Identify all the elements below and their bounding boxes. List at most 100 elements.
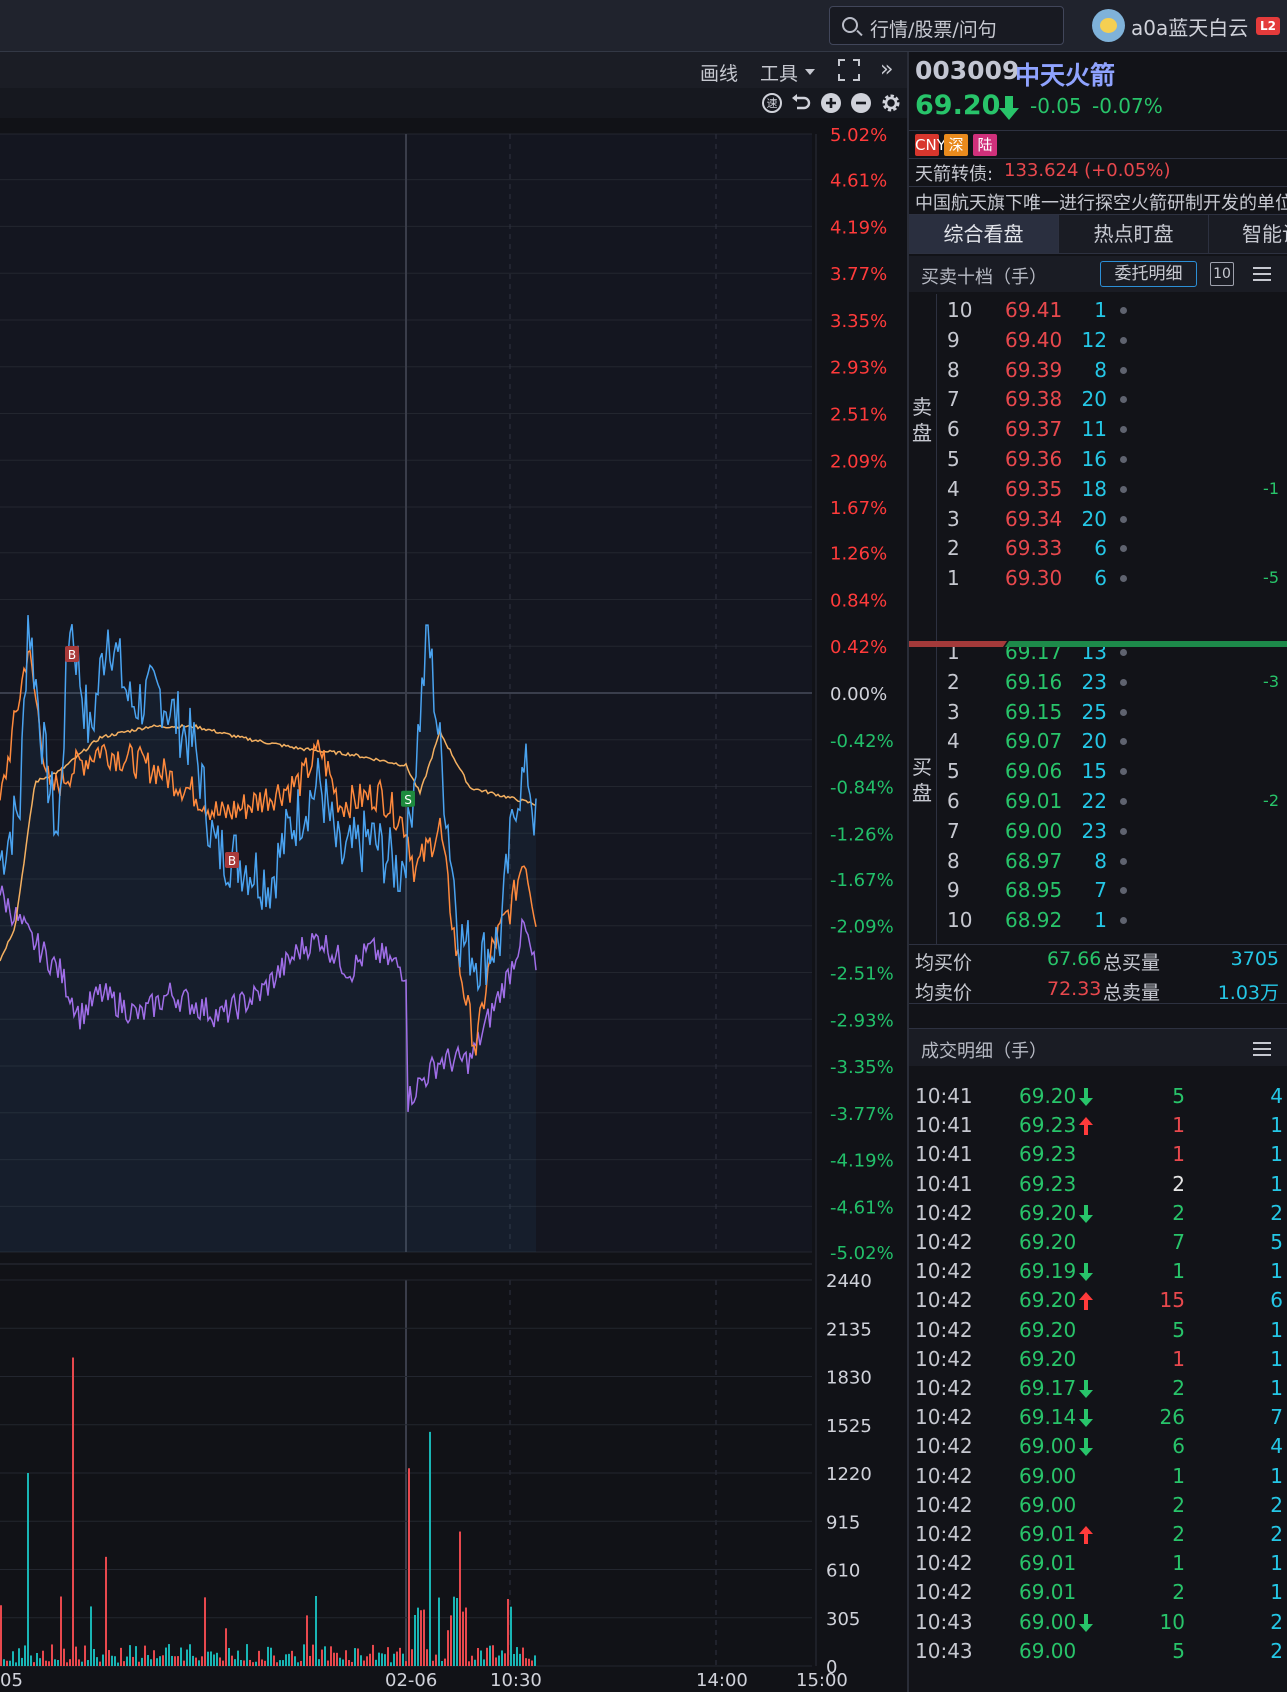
level-price[interactable]: 69.38 (1005, 387, 1063, 412)
level-price[interactable]: 69.40 (1005, 327, 1063, 352)
gear-icon[interactable] (880, 92, 902, 114)
asks-level-row[interactable]: 4 69.35 18 -1 (939, 474, 1287, 504)
bids-level-row[interactable]: 6 69.01 22 -2 (939, 786, 1287, 816)
tab-smart-diagnosis[interactable]: 智能诊 (1209, 215, 1287, 253)
volume-bar (354, 1648, 356, 1666)
bids-level-row[interactable]: 8 68.97 8 (939, 846, 1287, 876)
fullscreen-icon[interactable] (837, 58, 861, 82)
volume-bar (348, 1660, 350, 1666)
trade-row[interactable]: 10:42 69.01 1 1 (909, 1549, 1287, 1580)
depth-level-button[interactable]: 10 (1210, 262, 1234, 286)
intraday-chart[interactable]: 5.02% 4.61% 4.19% 3.77% 3.35% 2.93% 2.51% 2.09%… (0, 118, 907, 1692)
asks-level-row[interactable]: 10 69.41 1 (939, 295, 1287, 325)
bids-level-row[interactable]: 9 68.95 7 (939, 875, 1287, 905)
stock-name[interactable]: 中天火箭 (1015, 61, 1116, 90)
bids-level-row[interactable]: 2 69.16 23 -3 (939, 667, 1287, 697)
asks-level-row[interactable]: 1 69.30 6 -5 (939, 563, 1287, 593)
trade-time: 10:41 (915, 1113, 973, 1138)
avatar[interactable] (1092, 9, 1125, 42)
trade-row[interactable]: 10:43 69.00 5 2 (909, 1637, 1287, 1668)
tools-menu-button[interactable]: 工具 (760, 63, 799, 85)
trade-row[interactable]: 10:42 69.00 2 2 (909, 1491, 1287, 1522)
zoom-out-icon[interactable] (850, 92, 872, 114)
username[interactable]: a0a蓝天白云 (1131, 16, 1249, 40)
chevron-down-icon[interactable] (805, 69, 815, 75)
trade-row[interactable]: 10:42 69.20 5 1 (909, 1316, 1287, 1347)
asks-level-row[interactable]: 5 69.36 16 (939, 444, 1287, 474)
draw-line-button[interactable]: 画线 (700, 63, 739, 85)
menu-icon[interactable] (1253, 266, 1271, 282)
trade-row[interactable]: 10:42 69.19 1 1 (909, 1257, 1287, 1288)
level-price[interactable]: 69.36 (1005, 447, 1063, 471)
last-price: 69.20 (915, 90, 1001, 121)
trade-row[interactable]: 10:42 69.17 2 1 (909, 1374, 1287, 1405)
trade-row[interactable]: 10:42 69.00 1 1 (909, 1462, 1287, 1493)
speed-icon[interactable]: 速 (761, 92, 783, 114)
level-price[interactable]: 69.00 (1005, 818, 1063, 843)
trade-row[interactable]: 10:42 69.01 2 2 (909, 1520, 1287, 1551)
bids-level-row[interactable]: 4 69.07 20 (939, 726, 1287, 756)
level-price[interactable]: 69.37 (1005, 417, 1063, 442)
level-price[interactable]: 69.16 (1005, 669, 1063, 694)
trade-row[interactable]: 10:41 69.23 1 1 (909, 1111, 1287, 1142)
zoom-in-icon[interactable] (820, 92, 842, 114)
volume-bar (462, 1611, 464, 1666)
collapse-panel-icon[interactable]: » (880, 57, 894, 82)
trade-row[interactable]: 10:42 69.01 2 1 (909, 1578, 1287, 1609)
volume-bar (156, 1658, 158, 1666)
avg-buy-price: 67.66 (1047, 948, 1102, 970)
volume-bar (474, 1659, 476, 1666)
level-price[interactable]: 69.33 (1005, 536, 1063, 561)
trade-row[interactable]: 10:41 69.23 1 1 (909, 1140, 1287, 1171)
level-price[interactable]: 69.07 (1005, 729, 1063, 754)
asks-level-row[interactable]: 3 69.34 20 (939, 504, 1287, 534)
trade-row[interactable]: 10:42 69.20 7 5 (909, 1228, 1287, 1259)
bids-level-row[interactable]: 10 68.92 1 (939, 905, 1287, 935)
asks-level-row[interactable]: 9 69.40 12 (939, 325, 1287, 355)
level-price[interactable]: 68.95 (1005, 878, 1063, 903)
trade-row[interactable]: 10:42 69.20 1 1 (909, 1345, 1287, 1376)
asks-level-row[interactable]: 7 69.38 20 (939, 384, 1287, 414)
bids-level-row[interactable]: 7 69.00 23 (939, 816, 1287, 846)
trade-row[interactable]: 10:42 69.20 15 6 (909, 1286, 1287, 1317)
level-price[interactable]: 69.41 (1005, 298, 1063, 322)
undo-icon[interactable] (790, 92, 812, 114)
tag-stock-connect[interactable]: 陆 (973, 134, 997, 156)
tab-hotspot[interactable]: 热点盯盘 (1059, 215, 1209, 253)
asks-level-row[interactable]: 2 69.33 6 (939, 533, 1287, 563)
level-price[interactable]: 69.06 (1005, 759, 1063, 784)
asks-level-row[interactable]: 6 69.37 11 (939, 414, 1287, 444)
level-price[interactable]: 69.35 (1005, 476, 1063, 501)
trade-row[interactable]: 10:42 69.00 6 4 (909, 1432, 1287, 1463)
bond-value[interactable]: 133.624 (+0.05%) (1004, 160, 1171, 181)
tag-cny[interactable]: CNY (915, 134, 946, 156)
trade-row[interactable]: 10:42 69.14 26 7 (909, 1403, 1287, 1434)
level-price[interactable]: 68.92 (1005, 908, 1063, 933)
level-price[interactable]: 69.34 (1005, 506, 1063, 531)
volume-bar (81, 1661, 83, 1666)
trade-count: 1 (1270, 1551, 1283, 1576)
menu-icon[interactable] (1253, 1041, 1271, 1057)
trade-row[interactable]: 10:42 69.20 2 2 (909, 1199, 1287, 1230)
arrow-up-icon (1079, 1117, 1093, 1136)
level-price[interactable]: 69.39 (1005, 357, 1063, 382)
arrow-down-icon (1079, 1204, 1093, 1223)
asks-level-row[interactable]: 8 69.39 8 (939, 355, 1287, 385)
trade-row[interactable]: 10:41 69.23 2 1 (909, 1170, 1287, 1201)
level-price[interactable]: 69.30 (1005, 566, 1063, 591)
level-price[interactable]: 69.15 (1005, 699, 1063, 724)
trade-row[interactable]: 10:41 69.20 5 4 (909, 1082, 1287, 1113)
bids-level-row[interactable]: 5 69.06 15 (939, 756, 1287, 786)
trade-row[interactable]: 10:43 69.00 10 2 (909, 1608, 1287, 1639)
bids-level-row[interactable]: 3 69.15 25 (939, 697, 1287, 727)
search-input[interactable]: 行情/股票/问句 (870, 19, 997, 41)
order-detail-button[interactable]: 委托明细 (1100, 261, 1197, 287)
price-axis-label: 3.35% (830, 311, 887, 332)
level-price[interactable]: 69.01 (1005, 789, 1063, 813)
panel-divider[interactable] (907, 52, 909, 1692)
tab-overview[interactable]: 综合看盘 (909, 215, 1059, 253)
search-box[interactable]: 行情/股票/问句 (829, 6, 1064, 45)
tag-shenzhen[interactable]: 深 (944, 134, 968, 156)
volume-bar (468, 1661, 470, 1666)
level-price[interactable]: 68.97 (1005, 848, 1063, 873)
